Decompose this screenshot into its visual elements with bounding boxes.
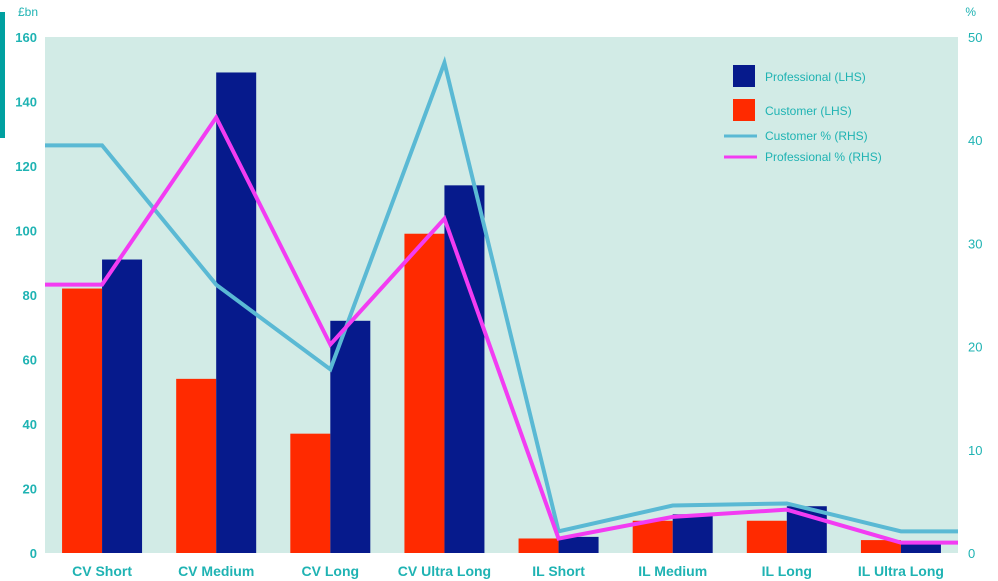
bar-customer bbox=[176, 378, 217, 553]
bar-customer bbox=[746, 520, 787, 553]
right-axis: 0 10 20 30 40 50 bbox=[968, 30, 982, 561]
category-axis: CV Short CV Medium CV Long CV Ultra Long IL … bbox=[72, 563, 944, 579]
legend-label: Professional (LHS) bbox=[765, 70, 866, 84]
legend-swatch bbox=[733, 65, 755, 87]
bar-customer bbox=[404, 233, 445, 553]
category-label: CV Long bbox=[302, 563, 360, 579]
category-label: CV Medium bbox=[178, 563, 254, 579]
category-label: IL Short bbox=[532, 563, 585, 579]
category-label: CV Short bbox=[72, 563, 132, 579]
left-tick-label: 40 bbox=[23, 417, 37, 432]
left-tick-label: 60 bbox=[23, 353, 37, 368]
left-axis: 0 20 40 60 80 100 120 140 160 bbox=[15, 30, 37, 561]
bar-professional bbox=[900, 543, 941, 553]
right-tick-label: 20 bbox=[968, 340, 982, 355]
bar-customer bbox=[62, 288, 103, 553]
legend: Professional (LHS) Customer (LHS) Customer… bbox=[724, 65, 882, 164]
left-tick-label: 0 bbox=[30, 546, 37, 561]
right-axis-unit: % bbox=[965, 5, 976, 19]
left-axis-unit: £bn bbox=[18, 5, 38, 19]
bar-professional bbox=[102, 259, 143, 553]
category-label: IL Ultra Long bbox=[858, 563, 944, 579]
bar-professional bbox=[558, 536, 599, 553]
right-tick-label: 30 bbox=[968, 236, 982, 251]
professional-pct-line bbox=[45, 113, 958, 545]
accent-bar bbox=[0, 12, 5, 138]
legend-swatch bbox=[733, 99, 755, 121]
right-tick-label: 0 bbox=[968, 546, 975, 561]
legend-label: Customer % (RHS) bbox=[765, 129, 868, 143]
left-tick-label: 100 bbox=[15, 224, 37, 239]
left-tick-label: 140 bbox=[15, 95, 37, 110]
bar-professional bbox=[216, 72, 257, 553]
legend-label: Professional % (RHS) bbox=[765, 150, 882, 164]
left-tick-label: 20 bbox=[23, 482, 37, 497]
bar-professional bbox=[444, 185, 485, 553]
line-series bbox=[45, 55, 958, 545]
left-tick-label: 80 bbox=[23, 288, 37, 303]
category-label: IL Medium bbox=[638, 563, 707, 579]
right-tick-label: 50 bbox=[968, 30, 982, 45]
bar-series bbox=[62, 72, 941, 553]
legend-label: Customer (LHS) bbox=[765, 104, 852, 118]
bar-customer bbox=[860, 540, 901, 553]
category-label: CV Ultra Long bbox=[398, 563, 491, 579]
bar-customer bbox=[632, 520, 673, 553]
bar-professional bbox=[672, 514, 713, 553]
left-tick-label: 160 bbox=[15, 30, 37, 45]
category-label: IL Long bbox=[762, 563, 812, 579]
left-tick-label: 120 bbox=[15, 159, 37, 174]
bar-customer bbox=[290, 433, 331, 553]
right-tick-label: 40 bbox=[968, 133, 982, 148]
right-tick-label: 10 bbox=[968, 443, 982, 458]
customer-pct-line bbox=[45, 55, 958, 534]
bar-professional bbox=[330, 320, 371, 553]
bar-customer bbox=[518, 538, 559, 553]
